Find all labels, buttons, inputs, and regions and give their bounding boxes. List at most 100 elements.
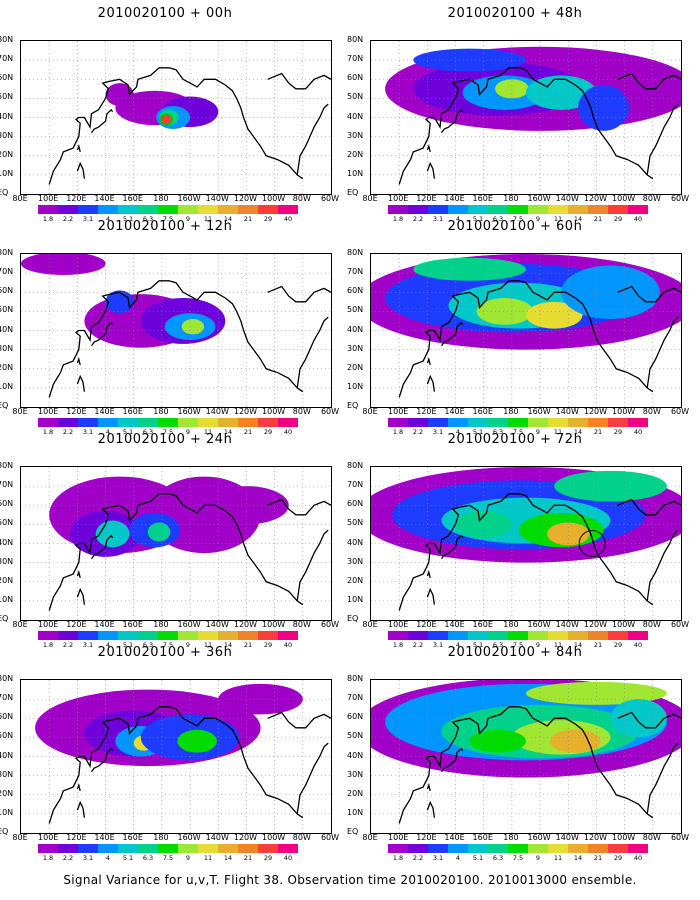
longitude-label: 140W	[555, 194, 579, 203]
color-bar-segment	[608, 205, 628, 214]
variance-contour	[105, 290, 134, 314]
color-bar-segment	[78, 631, 98, 640]
color-bar-segment	[448, 418, 468, 427]
latitude-label: 70N	[0, 693, 14, 703]
color-bar-tick: 6.3	[492, 854, 504, 862]
color-bar-segment	[118, 418, 138, 427]
latitude-label: 10N	[0, 807, 14, 817]
color-bar-tick: 5.1	[122, 854, 134, 862]
latitude-label: 50N	[0, 731, 14, 741]
color-bar-segment	[588, 844, 608, 853]
variance-contour	[554, 470, 667, 502]
color-bar-tick: 40	[283, 428, 293, 436]
color-bar-tick: 7.5	[512, 215, 524, 223]
color-bar-tick: 21	[593, 641, 603, 649]
color-bar-segment	[118, 631, 138, 640]
color-bar-segment	[38, 631, 58, 640]
coastline	[617, 285, 681, 303]
color-bar-segment	[528, 205, 548, 214]
color-bar-tick: 29	[613, 428, 623, 436]
color-bar-segment	[198, 418, 218, 427]
longitude-label: 160W	[527, 620, 551, 629]
longitude-label: 120E	[416, 620, 437, 629]
color-bar-segment	[568, 418, 588, 427]
latitude-label: 70N	[347, 54, 364, 64]
longitude-label: 140E	[444, 407, 465, 416]
longitude-label: 100E	[388, 620, 409, 629]
panel-title: 2010020100 + 84h	[447, 645, 583, 660]
coastline	[267, 498, 331, 516]
color-bar-tick: 7.5	[512, 428, 524, 436]
color-bar	[38, 844, 298, 853]
longitude-label: 100E	[38, 407, 59, 416]
color-bar-tick: 14	[223, 215, 233, 223]
color-bar-segment	[508, 418, 528, 427]
map-canvas	[371, 254, 681, 407]
longitude-label: 80W	[642, 620, 661, 629]
coastline	[440, 321, 464, 347]
longitude-label: 120E	[66, 620, 87, 629]
color-bar-segment	[178, 844, 198, 853]
latitude-label: 50N	[0, 92, 14, 102]
color-bar-tick: 1.8	[42, 854, 54, 862]
color-bar-tick: 40	[633, 854, 643, 862]
latitude-label: EQ	[0, 614, 9, 623]
color-bar-segment	[528, 418, 548, 427]
latitude-label: 80N	[347, 461, 364, 470]
longitude-label: 120E	[416, 407, 437, 416]
coastline	[296, 103, 329, 175]
variance-contour	[469, 729, 526, 753]
color-bar-segment	[628, 205, 648, 214]
color-bar-tick: 14	[573, 641, 583, 649]
longitude-label: 80E	[362, 407, 378, 416]
color-bar-tick: 7.5	[162, 428, 174, 436]
color-bar-tick: 2.2	[412, 428, 424, 436]
color-bar-segment	[218, 844, 238, 853]
longitude-label: 60W	[320, 194, 340, 203]
color-bar-tick: 1.8	[42, 215, 54, 223]
longitude-label: 100W	[262, 620, 286, 629]
coastline	[617, 711, 681, 729]
variance-contour	[549, 729, 601, 753]
longitude-label: 100E	[38, 833, 59, 842]
color-bar-segment	[508, 844, 528, 853]
color-bar-tick: 29	[613, 641, 623, 649]
color-bar-tick: 7.5	[162, 641, 174, 649]
color-bar-tick: 14	[223, 641, 233, 649]
color-bar-tick: 11	[553, 215, 563, 223]
longitude-label: 60W	[670, 620, 690, 629]
longitude-label: 120E	[66, 407, 87, 416]
color-bar	[388, 205, 648, 214]
color-bar-tick: 4	[105, 854, 111, 862]
coastline	[398, 493, 654, 611]
coastline	[646, 742, 679, 814]
latitude-label: 30N	[347, 556, 364, 566]
longitude-label: 160E	[122, 407, 143, 416]
latitude-label: 40N	[347, 324, 364, 334]
latitude-label: 10N	[0, 168, 14, 178]
color-bar-tick: 14	[573, 854, 583, 862]
color-bar-tick: 5.1	[122, 641, 134, 649]
color-bar-tick: 3.1	[432, 428, 444, 436]
color-bar-tick: 5.1	[122, 215, 134, 223]
longitude-label: 120W	[233, 407, 258, 416]
color-bar-tick: 9	[185, 641, 191, 649]
color-bar-segment	[198, 631, 218, 640]
variance-map	[20, 679, 332, 834]
longitude-label: 140E	[444, 833, 465, 842]
longitude-label: 80W	[292, 194, 311, 203]
coastline	[440, 108, 464, 134]
color-bar-segment	[78, 205, 98, 214]
latitude-label: 80N	[0, 674, 14, 683]
color-bar-tick: 11	[203, 428, 213, 436]
color-bar-segment	[628, 631, 648, 640]
panel-title: 2010020100 + 36h	[97, 645, 233, 660]
color-bar-segment	[258, 844, 278, 853]
longitude-label: 100E	[388, 407, 409, 416]
color-bar-segment	[408, 844, 428, 853]
color-bar-tick: 40	[633, 428, 643, 436]
longitude-label: 140W	[555, 620, 579, 629]
coastline	[76, 161, 86, 179]
longitude-label: 180	[503, 194, 519, 203]
map-panel: 2010020100 + 24h 80N 70N 60N 50N 40N 30N 20N 10N…	[0, 426, 339, 651]
